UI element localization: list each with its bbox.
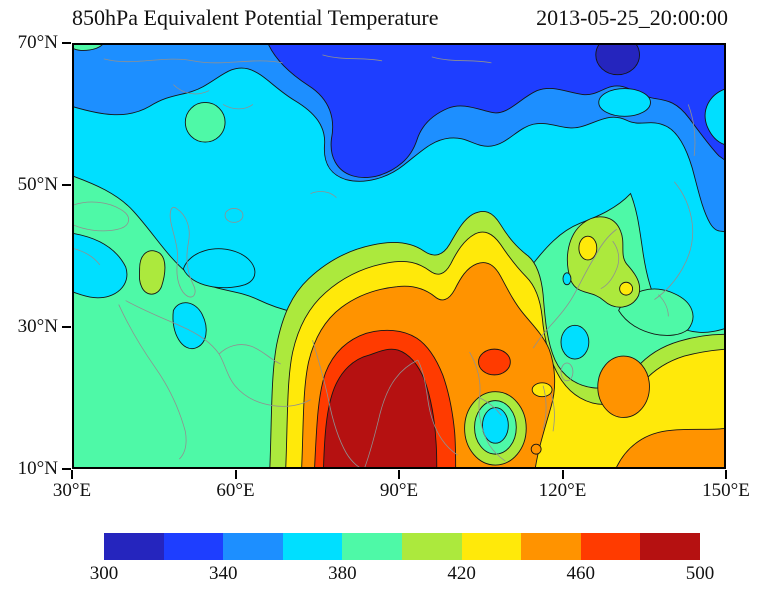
y-tick-label-50: 50°N — [17, 174, 58, 195]
arabia-gulf-coast — [125, 300, 311, 407]
colorbar-segment-0 — [104, 533, 164, 560]
colorbar-segment-6 — [461, 533, 522, 560]
colorbar-label-340: 340 — [208, 563, 238, 584]
korea-coast — [600, 240, 620, 290]
plot-timestamp: 2013-05-25_20:00:00 — [536, 5, 728, 30]
warm-core-480 — [323, 348, 438, 467]
y-tick-30 — [62, 326, 71, 328]
colorbar-segment-8 — [580, 533, 641, 560]
x-tick-label-30: 30°E — [52, 480, 92, 501]
india-coast — [312, 340, 419, 467]
colorbar-label-500: 500 — [685, 563, 715, 584]
china-coast — [532, 228, 617, 349]
cyan-west-inlet — [74, 233, 128, 299]
plot-title: 850hPa Equivalent Potential Temperature — [72, 5, 439, 30]
cyan-midwest-patch — [182, 248, 256, 289]
red-sea-coast — [118, 304, 187, 460]
colorbar-segment-7 — [521, 533, 581, 560]
philippines-coast — [542, 385, 555, 432]
orangered-spot-east — [478, 348, 511, 376]
x-tick-label-120: 120°E — [538, 480, 587, 501]
x-tick-150 — [725, 470, 727, 479]
y-tick-10 — [62, 468, 71, 470]
colorbar-segment-2 — [223, 533, 283, 560]
sakhalin-coast — [687, 104, 696, 156]
green-japan-arc — [618, 288, 694, 336]
aral-sea — [224, 208, 244, 223]
y-tick-label-70: 70°N — [17, 32, 58, 53]
colorbar-segment-3 — [282, 533, 343, 560]
map-plot-area — [72, 43, 726, 469]
x-tick-60 — [234, 470, 237, 479]
colorbar-label-460: 460 — [566, 563, 596, 584]
cyan-corner-northeast — [704, 88, 724, 145]
korea-cyan-dot — [562, 272, 572, 286]
y-tick-label-30: 30°N — [17, 316, 58, 337]
korea-yellow-oval — [578, 235, 598, 261]
colorbar-label-420: 420 — [447, 563, 476, 584]
green-top-left-sliver — [74, 45, 103, 51]
x-tick-90 — [398, 470, 400, 479]
x-tick-30 — [71, 470, 73, 479]
ygreen-oval-west — [138, 250, 166, 295]
orange-dot-south — [530, 443, 542, 455]
colorbar-segment-4 — [342, 533, 402, 560]
colorbar-segment-5 — [401, 533, 462, 560]
x-tick-label-60: 60°E — [216, 480, 255, 501]
indochina-coast — [469, 351, 506, 462]
cyan-oval-east — [560, 324, 590, 360]
orange-blob-southeast — [597, 355, 650, 418]
x-tick-label-150: 150°E — [702, 480, 750, 501]
x-tick-120 — [561, 470, 564, 479]
yellow-spot-in-orange — [531, 382, 553, 398]
y-tick-70 — [62, 42, 71, 44]
caspian-sea — [169, 206, 196, 298]
orange-band-bottom-right — [616, 428, 724, 467]
cyan-oval-southwest — [172, 302, 207, 350]
japan-coast — [654, 181, 694, 317]
arctic-coastline — [103, 54, 492, 64]
cool-eye-core — [482, 407, 509, 444]
colorbar — [104, 533, 700, 560]
x-tick-label-90: 90°E — [379, 480, 419, 501]
colorbar-segment-9 — [640, 533, 700, 560]
colorbar-label-300: 300 — [89, 563, 119, 584]
lake-balkhash — [310, 191, 337, 198]
blue-cold-band — [268, 45, 724, 178]
colorbar-segment-1 — [163, 533, 224, 560]
y-tick-label-10: 10°N — [17, 458, 58, 479]
y-tick-50 — [62, 184, 71, 186]
korea-yellow-dot — [619, 281, 634, 296]
bengal-myanmar-coast — [417, 359, 458, 456]
mediterranean-edge — [74, 248, 101, 266]
black-sea-coastline — [74, 201, 129, 232]
navy-cold-pocket — [595, 45, 640, 76]
northwest-seas — [173, 84, 254, 110]
cyan-oval-north — [598, 88, 651, 117]
green-circle-northwest — [184, 102, 226, 143]
contour-svg — [74, 45, 724, 467]
colorbar-label-380: 380 — [328, 563, 357, 584]
taiwan-coast — [560, 362, 574, 382]
